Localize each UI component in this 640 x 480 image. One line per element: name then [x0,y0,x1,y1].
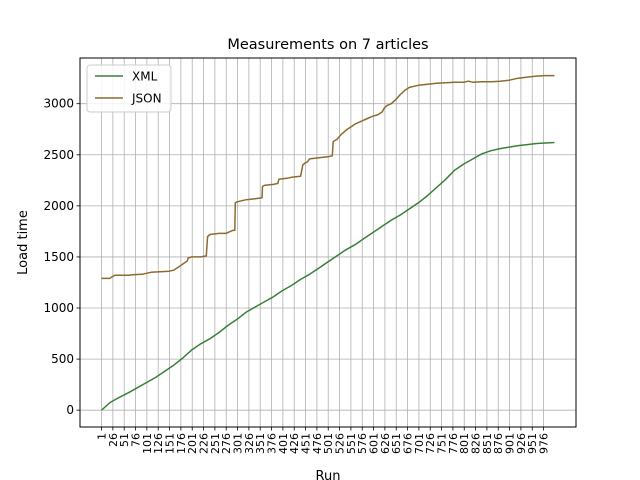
series-line-xml [100,141,555,411]
x-tick-label: 876 [492,433,505,454]
x-tick-label: 651 [390,433,403,454]
x-tick-label: 501 [322,433,335,454]
y-tick-label: 500 [51,352,74,366]
x-tick-label: 901 [504,433,517,454]
x-tick-label: 151 [164,433,177,454]
x-tick-label: 26 [107,433,120,447]
y-tick-label: 3000 [43,97,74,111]
x-tick-label: 126 [152,433,165,454]
legend-label-json: JSON [131,92,162,106]
y-tick-label: 2000 [43,199,74,213]
y-tick-label: 0 [66,403,74,417]
x-tick-label: 376 [266,433,279,454]
x-tick-label: 276 [220,433,233,454]
x-tick-label: 1 [96,433,109,440]
x-tick-label: 201 [186,433,199,454]
legend-label-xml: XML [132,70,158,84]
series-line-json [101,74,555,280]
y-tick-label: 2500 [43,148,74,162]
x-tick-label: 751 [436,433,449,454]
x-tick-label: 251 [209,433,222,454]
plot-series [100,74,555,411]
x-tick-label: 476 [311,433,324,454]
x-tick-label: 326 [243,433,256,454]
x-tick-label: 176 [175,433,188,454]
x-tick-label: 301 [232,433,245,454]
x-tick-label: 801 [458,433,471,454]
y-tick-label: 1000 [43,301,74,315]
x-axis: 1265176101126151176201226251276301326351… [96,427,551,454]
x-tick-label: 951 [526,433,539,454]
x-tick-label: 851 [481,433,494,454]
y-axis: 0 500 1000 1500 2000 2500 3000 [43,97,80,417]
x-tick-label: 51 [118,433,131,447]
x-tick-label: 451 [300,433,313,454]
x-tick-label: 426 [288,433,301,454]
x-tick-label: 401 [277,433,290,454]
x-tick-label: 601 [368,433,381,454]
legend: XML JSON [86,64,172,113]
x-tick-label: 101 [141,433,154,454]
x-tick-label: 626 [379,433,392,454]
x-tick-label: 826 [470,433,483,454]
x-tick-label: 701 [413,433,426,454]
x-tick-label: 76 [130,433,143,447]
x-tick-label: 976 [538,433,551,454]
chart-title: Measurements on 7 articles [227,37,428,53]
x-tick-label: 551 [345,433,358,454]
x-tick-label: 726 [424,433,437,454]
x-tick-label: 226 [198,433,211,454]
x-tick-label: 526 [334,433,347,454]
x-tick-label: 351 [254,433,267,454]
x-tick-label: 926 [515,433,528,454]
x-tick-label: 776 [447,433,460,454]
y-axis-label: Load time [16,210,31,275]
x-tick-label: 576 [356,433,369,454]
x-tick-label: 676 [402,433,415,454]
x-axis-label: Run [316,469,341,480]
y-tick-label: 1500 [43,250,74,264]
grid [80,58,576,427]
